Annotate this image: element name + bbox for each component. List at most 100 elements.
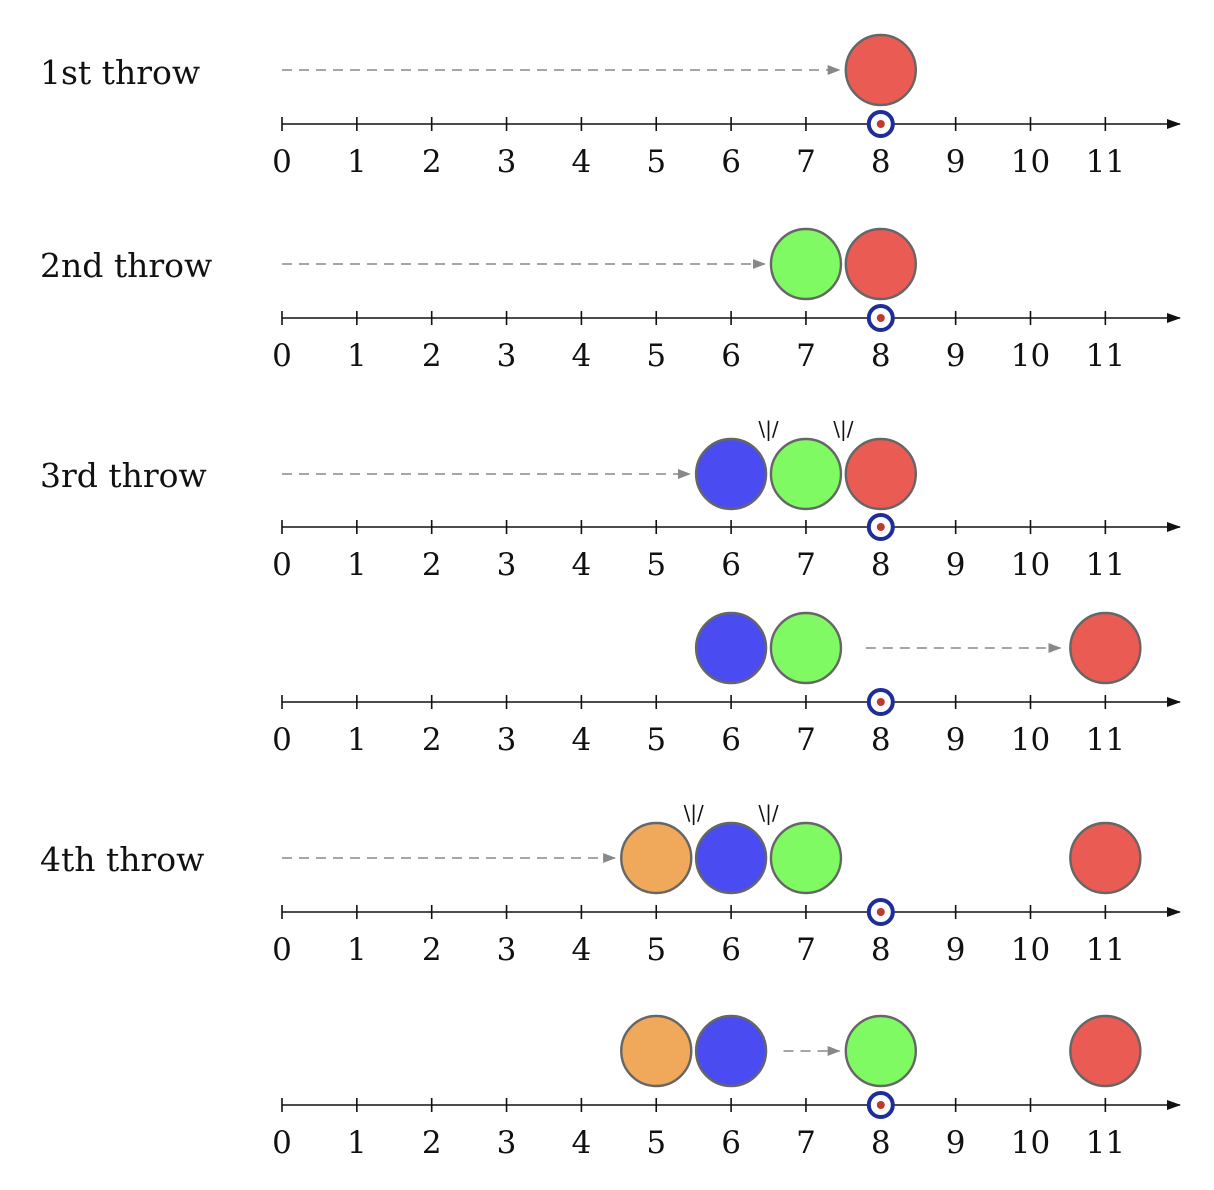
axis-tick-label: 1 — [347, 1125, 367, 1161]
green-ball — [844, 1014, 917, 1088]
throw-row: 2nd throw 0 1 2 3 4 5 6 7 8 9 10 11 — [40, 227, 1181, 374]
axis-tick-label: 8 — [871, 144, 891, 180]
axis-tick-label: 11 — [1086, 547, 1125, 583]
target-dot — [876, 523, 885, 531]
axis-tick-label: 4 — [572, 144, 592, 180]
target-dot — [876, 314, 885, 322]
axis-tick-label: 11 — [1086, 144, 1125, 180]
target-dot — [876, 908, 885, 916]
axis-tick-label: 8 — [871, 722, 891, 758]
axis-tick-label: 9 — [946, 547, 966, 583]
axis-tick-label: 3 — [497, 144, 517, 180]
red-ball — [1069, 1014, 1142, 1088]
green-ball — [769, 821, 843, 895]
axis-tick-label: 2 — [422, 1125, 442, 1161]
axis-tick-label: 8 — [871, 932, 891, 968]
axis-tick-label: 1 — [347, 722, 367, 758]
green-ball — [769, 611, 843, 685]
axis-tick-label: 5 — [646, 338, 666, 374]
axis-tick-label: 4 — [572, 1125, 592, 1161]
orange-ball — [620, 821, 693, 895]
blue-ball — [694, 1014, 768, 1088]
row-label: 3rd throw — [40, 456, 207, 495]
axis-tick-label: 4 — [572, 338, 592, 374]
row-label: 4th throw — [40, 840, 204, 879]
throw-row: 0 1 2 3 4 5 6 7 8 9 10 11 — [272, 1014, 1181, 1161]
red-ball — [844, 437, 917, 511]
axis-tick-label: 1 — [347, 932, 367, 968]
axis-tick-label: 3 — [497, 338, 517, 374]
axis-tick-label: 4 — [572, 722, 592, 758]
axis-tick-label: 2 — [422, 722, 442, 758]
axis-tick-label: 7 — [796, 144, 816, 180]
axis-tick-label: 0 — [272, 338, 292, 374]
axis-tick-label: 5 — [646, 144, 666, 180]
collision-mark: \|/ — [684, 801, 704, 825]
axis-tick-label: 10 — [1011, 547, 1050, 583]
axis-tick-label: 8 — [871, 547, 891, 583]
axis-tick-label: 5 — [646, 722, 666, 758]
axis-tick-label: 4 — [572, 932, 592, 968]
axis-tick-label: 2 — [422, 932, 442, 968]
red-ball — [1069, 821, 1142, 895]
target-dot — [876, 120, 885, 128]
axis-tick-label: 7 — [796, 547, 816, 583]
axis-tick-label: 9 — [946, 338, 966, 374]
axis-tick-label: 1 — [347, 547, 367, 583]
axis-tick-label: 3 — [497, 722, 517, 758]
throw-row: 0 1 2 3 4 5 6 7 8 9 10 11 — [272, 611, 1181, 758]
axis-tick-label: 6 — [721, 338, 741, 374]
blue-ball — [694, 821, 768, 895]
axis-tick-label: 5 — [646, 547, 666, 583]
row-label: 2nd throw — [40, 246, 212, 285]
axis-tick-label: 7 — [796, 1125, 816, 1161]
axis-tick-label: 7 — [796, 338, 816, 374]
axis-tick-label: 8 — [871, 338, 891, 374]
axis-tick-label: 0 — [272, 144, 292, 180]
collision-mark: \|/ — [758, 801, 778, 825]
red-ball — [844, 227, 917, 301]
axis-tick-label: 3 — [497, 547, 517, 583]
throw-row: 3rd throw 0 1 2 3 4 5 6 7 8 9 10 11 \|/ \|/ — [40, 417, 1181, 583]
axis-tick-label: 0 — [272, 722, 292, 758]
axis-tick-label: 0 — [272, 1125, 292, 1161]
target-dot — [876, 698, 885, 706]
axis-tick-label: 1 — [347, 338, 367, 374]
axis-tick-label: 10 — [1011, 1125, 1050, 1161]
target-dot — [876, 1101, 885, 1109]
blue-ball — [694, 437, 768, 511]
axis-tick-label: 0 — [272, 547, 292, 583]
axis-tick-label: 11 — [1086, 722, 1125, 758]
axis-tick-label: 6 — [721, 144, 741, 180]
collision-mark: \|/ — [833, 417, 853, 441]
axis-tick-label: 6 — [721, 1125, 741, 1161]
axis-tick-label: 6 — [721, 932, 741, 968]
axis-tick-label: 7 — [796, 722, 816, 758]
orange-ball — [620, 1014, 693, 1088]
axis-tick-label: 9 — [946, 722, 966, 758]
axis-tick-label: 8 — [871, 1125, 891, 1161]
axis-tick-label: 11 — [1086, 338, 1125, 374]
blue-ball — [694, 611, 768, 685]
row-label: 1st throw — [40, 53, 200, 92]
axis-tick-label: 3 — [497, 1125, 517, 1161]
red-ball — [844, 33, 917, 107]
axis-tick-label: 3 — [497, 932, 517, 968]
axis-tick-label: 9 — [946, 1125, 966, 1161]
axis-tick-label: 1 — [347, 144, 367, 180]
axis-tick-label: 6 — [721, 547, 741, 583]
axis-tick-label: 9 — [946, 932, 966, 968]
throw-row: 1st throw 0 1 2 3 4 5 6 7 8 9 10 11 — [40, 33, 1181, 180]
axis-tick-label: 11 — [1086, 932, 1125, 968]
axis-tick-label: 5 — [646, 1125, 666, 1161]
axis-tick-label: 10 — [1011, 144, 1050, 180]
red-ball — [1069, 611, 1142, 685]
axis-tick-label: 10 — [1011, 722, 1050, 758]
throw-row: 4th throw 0 1 2 3 4 5 6 7 8 9 10 11 \|/ \|/ — [40, 801, 1181, 968]
axis-tick-label: 5 — [646, 932, 666, 968]
axis-tick-label: 10 — [1011, 932, 1050, 968]
axis-tick-label: 6 — [721, 722, 741, 758]
axis-tick-label: 10 — [1011, 338, 1050, 374]
axis-tick-label: 2 — [422, 547, 442, 583]
